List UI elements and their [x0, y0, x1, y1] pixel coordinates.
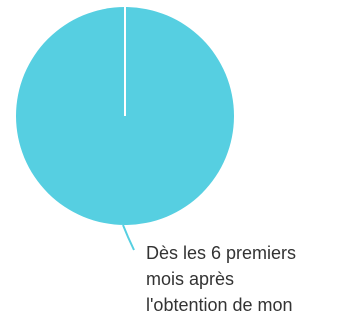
- pie-label-line: mois après: [146, 269, 234, 289]
- pie-label-line: l'obtention de mon: [146, 295, 293, 315]
- pie-label: Dès les 6 premiers mois après l'obtentio…: [146, 243, 301, 315]
- pie-label-leader-line: [122, 224, 135, 251]
- pie-label-line: Dès les 6 premiers: [146, 243, 296, 263]
